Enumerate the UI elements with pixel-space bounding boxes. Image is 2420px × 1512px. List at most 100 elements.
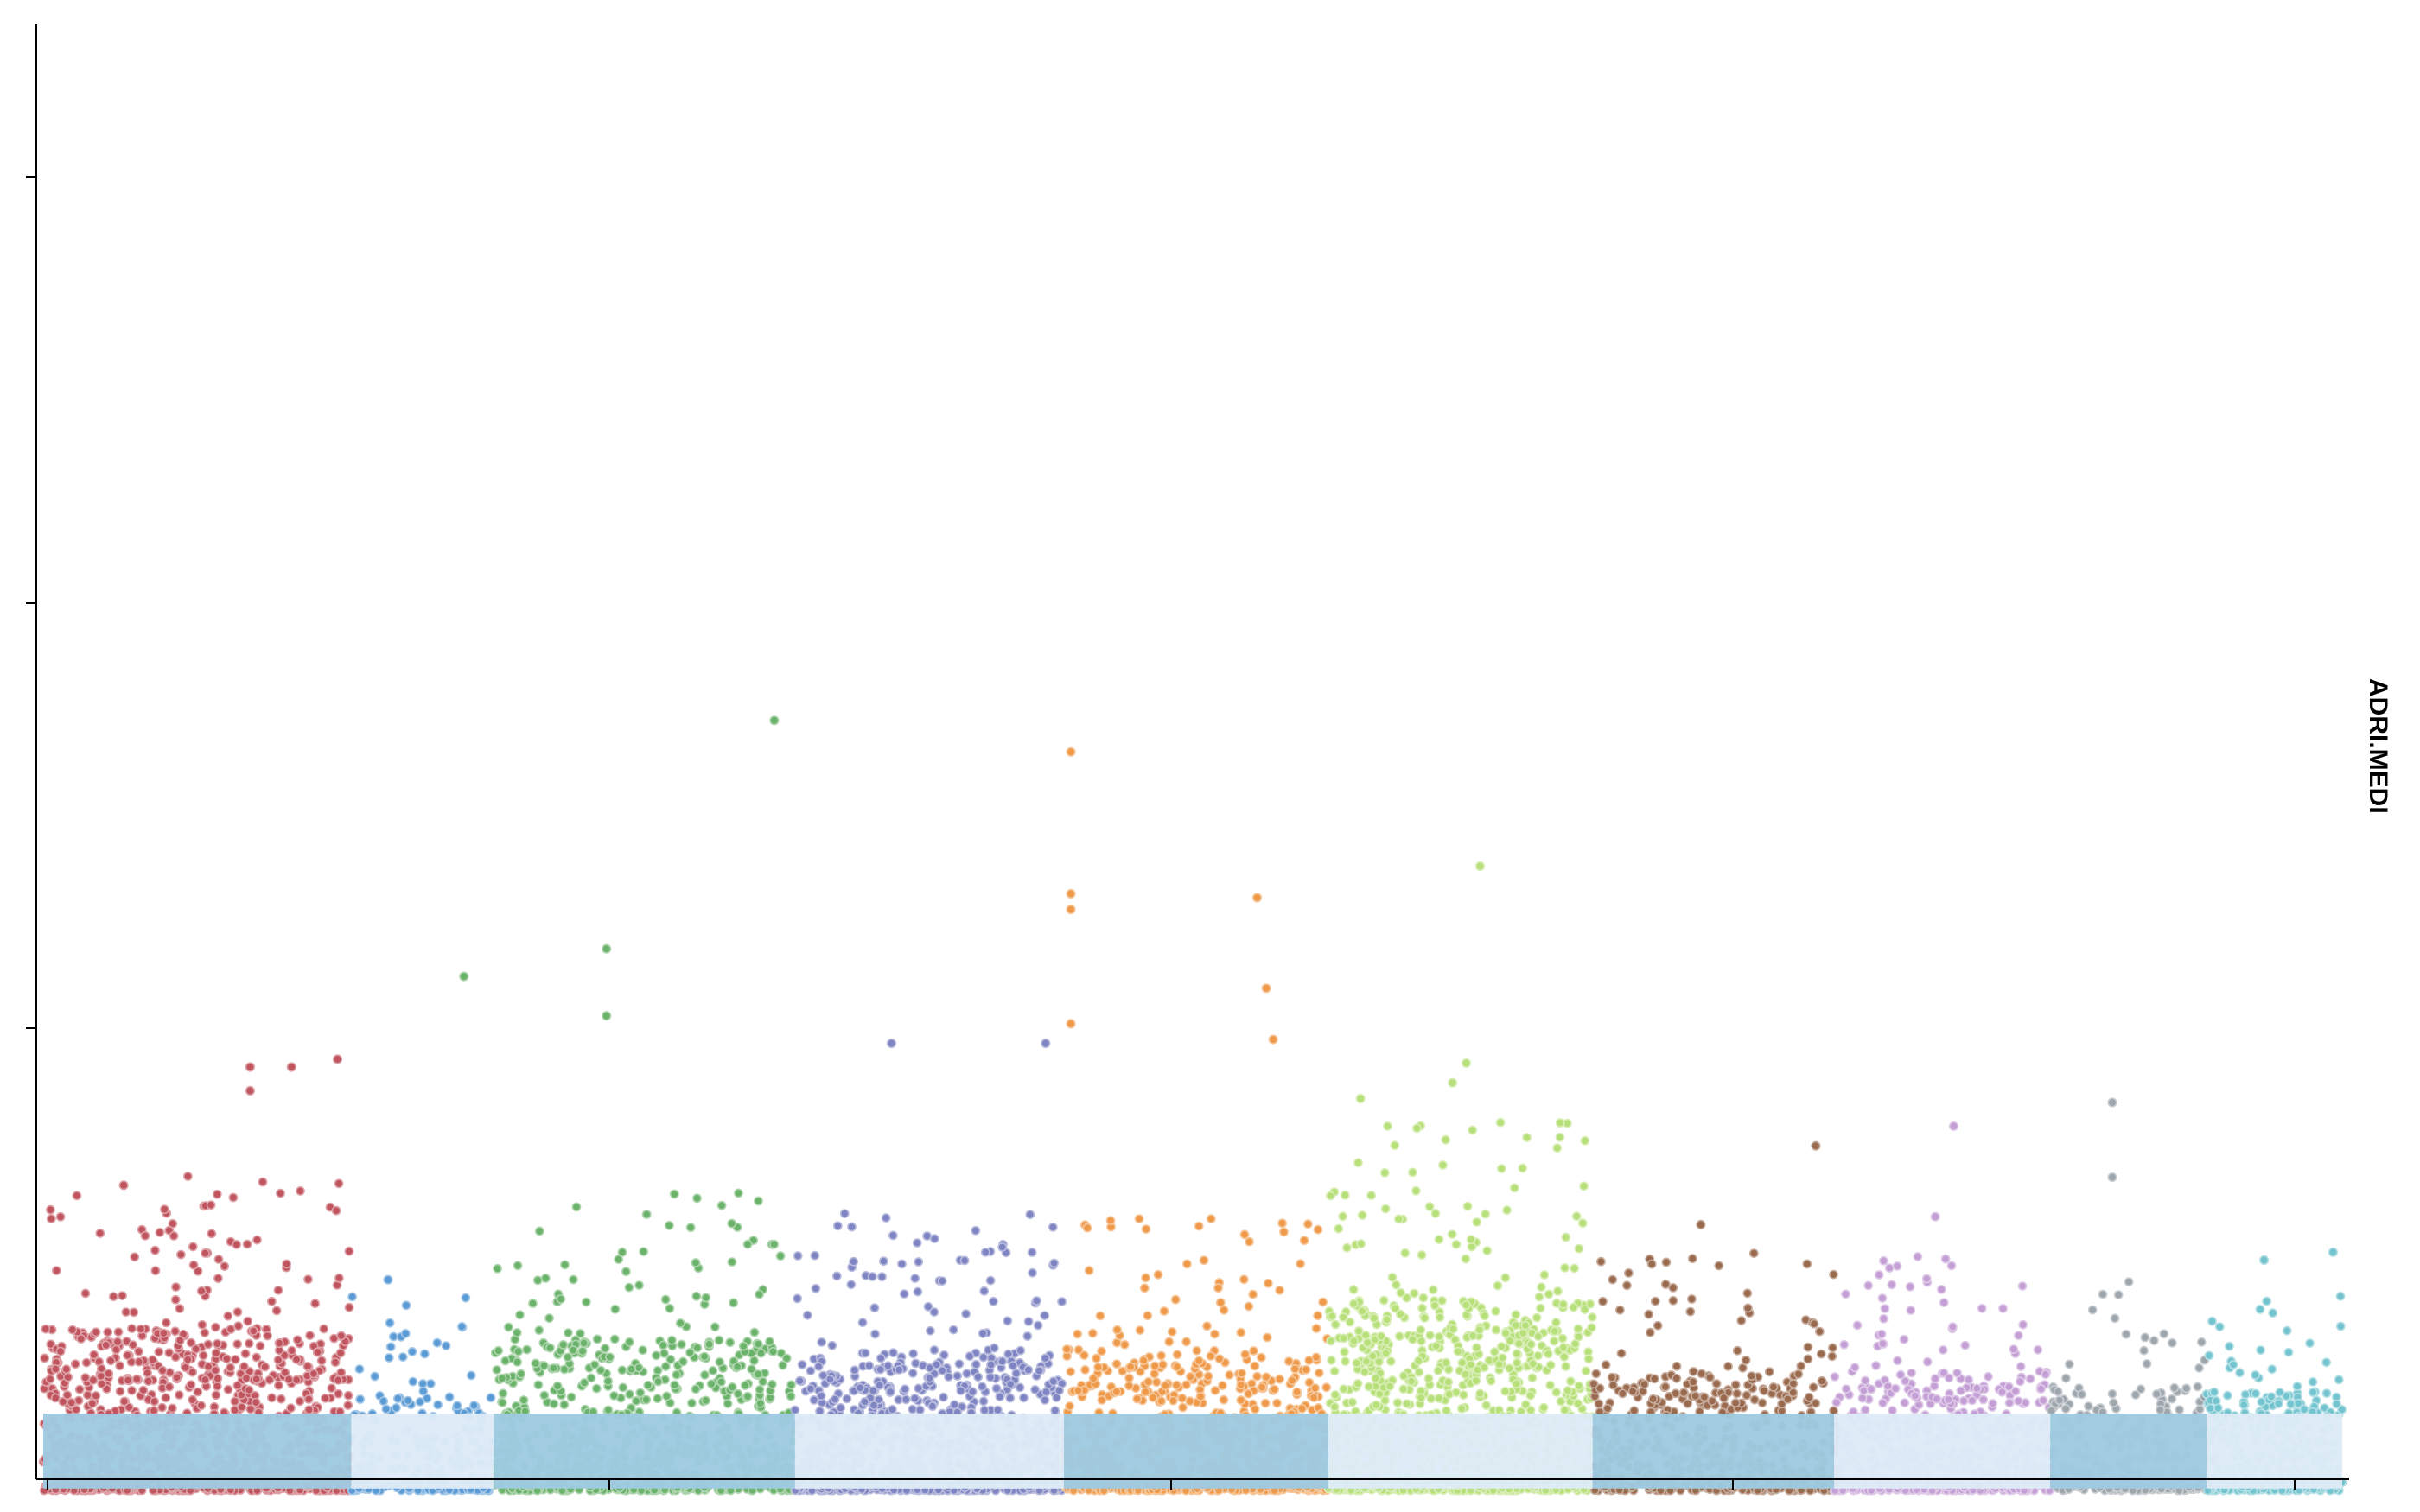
point [344,1302,354,1312]
point [287,1345,296,1356]
point [1237,1369,1247,1378]
point [915,1405,925,1415]
point [701,1395,710,1406]
point [589,1360,600,1369]
point [63,1372,73,1382]
point [1225,1370,1234,1380]
point [273,1381,283,1390]
point [1178,1402,1188,1413]
point [441,1341,451,1350]
point [850,1365,860,1375]
point [678,1356,688,1367]
point [1202,1321,1212,1331]
point [138,1385,149,1395]
point [692,1343,703,1353]
point [233,1321,244,1331]
point [1522,1133,1532,1142]
point [1073,1344,1084,1355]
point [959,1255,970,1266]
point [1023,1317,1034,1326]
point [1185,1396,1195,1407]
point [45,1374,55,1384]
point [266,1296,277,1306]
point [1552,1143,1563,1153]
point [876,1364,885,1375]
point [532,1275,543,1286]
point [370,1371,380,1382]
point [847,1222,857,1232]
point [115,1387,125,1396]
point [105,1356,116,1366]
point [1329,1401,1340,1412]
point [1084,1266,1094,1275]
point [1518,1328,1528,1338]
point [230,1355,240,1364]
point [1169,1395,1178,1406]
point [1334,1223,1344,1234]
point [653,1394,663,1404]
point [534,1325,544,1335]
point [569,1274,578,1285]
point [1167,1327,1177,1337]
point [579,1378,589,1388]
peak-point [1268,1034,1278,1045]
point [624,1282,634,1293]
point [1474,1325,1485,1335]
point [1218,1381,1227,1390]
point [263,1331,272,1341]
point [96,1363,106,1374]
point [617,1247,627,1257]
point [1430,1209,1441,1218]
point [170,1326,181,1337]
point [1570,1263,1580,1274]
point [1119,1339,1130,1350]
point [494,1345,504,1356]
point [1250,1361,1260,1371]
point [997,1242,1008,1252]
point [295,1396,305,1407]
point [150,1245,160,1255]
point [659,1349,669,1358]
point [989,1296,998,1306]
point [1257,1352,1266,1363]
point [1156,1350,1166,1361]
point [1496,1342,1506,1351]
point [1560,1263,1570,1273]
point [1394,1214,1404,1224]
point [493,1263,502,1274]
point [1321,1382,1332,1393]
point [1362,1337,1372,1348]
point [1493,1280,1503,1291]
point [72,1191,82,1201]
point [273,1285,283,1295]
point [1309,1393,1319,1402]
point [1338,1312,1348,1322]
point [1244,1388,1253,1399]
point [174,1390,184,1400]
point [549,1363,558,1373]
point [1262,1332,1272,1343]
point [271,1306,282,1316]
point [1525,1405,1536,1415]
peak-point [886,1038,897,1049]
point [41,1324,51,1334]
point [1416,1325,1426,1335]
point [50,1364,60,1374]
point [700,1370,710,1380]
point [223,1311,233,1321]
point [200,1375,210,1385]
point [1340,1347,1349,1357]
point [888,1230,898,1241]
point [634,1280,644,1290]
point [692,1193,702,1204]
point [579,1338,589,1348]
point [1299,1236,1309,1246]
point [806,1384,816,1394]
point [1759,1386,1769,1396]
point [1449,1324,1458,1334]
point [433,1400,443,1410]
point [1028,1267,1037,1278]
point [910,1274,920,1283]
point [927,1401,938,1412]
point [755,1289,764,1299]
